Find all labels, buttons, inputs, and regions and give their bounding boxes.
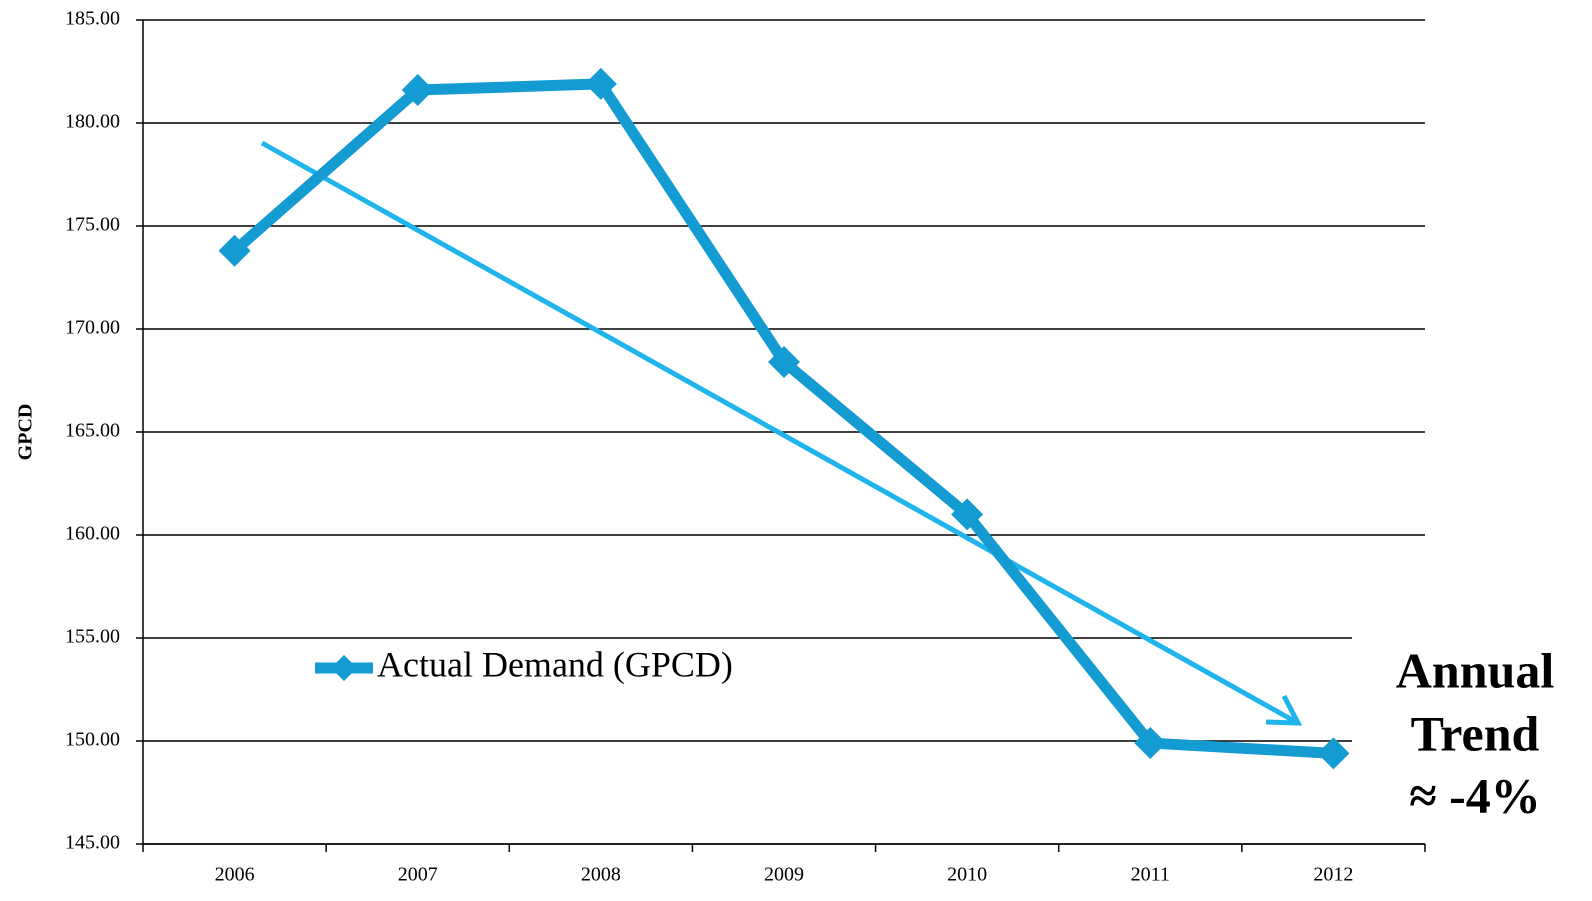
annotation-background [1352,636,1592,836]
annotation: Trend [1411,705,1540,761]
y-tick-label: 180.00 [65,111,120,133]
x-tick-label: 2009 [764,864,804,886]
data-point [768,345,800,378]
data-point [1134,727,1167,760]
y-tick-label: 145.00 [65,832,120,854]
y-tick-label: 155.00 [65,626,120,648]
legend-label: Actual Demand (GPCD) [377,644,733,684]
annotation: ≈ -4% [1409,767,1541,823]
data-point [584,67,617,100]
data-point [401,74,434,107]
trend-arrow-head [1265,694,1303,726]
data-point [951,498,984,531]
data-point [218,234,251,267]
x-tick-label: 2007 [398,864,438,886]
annotation: Annual [1396,642,1555,698]
y-axis-label: GPCD [15,404,37,461]
grid [143,19,1425,845]
y-tick-label: 160.00 [65,523,120,545]
y-tick-label: 170.00 [65,317,120,339]
data-point [1317,737,1350,770]
y-tick-label: 165.00 [65,420,120,442]
y-tick-label: 175.00 [65,214,120,236]
x-tick-label: 2006 [215,864,255,886]
y-tick-label: 185.00 [65,8,120,30]
x-tick-label: 2012 [1313,864,1353,886]
x-tick-label: 2010 [947,864,987,886]
x-tick-label: 2008 [581,864,621,886]
legend-marker [331,655,357,681]
y-tick-label: 150.00 [65,729,120,751]
x-tick-label: 2011 [1131,864,1170,886]
trend-arrow [260,140,1298,725]
